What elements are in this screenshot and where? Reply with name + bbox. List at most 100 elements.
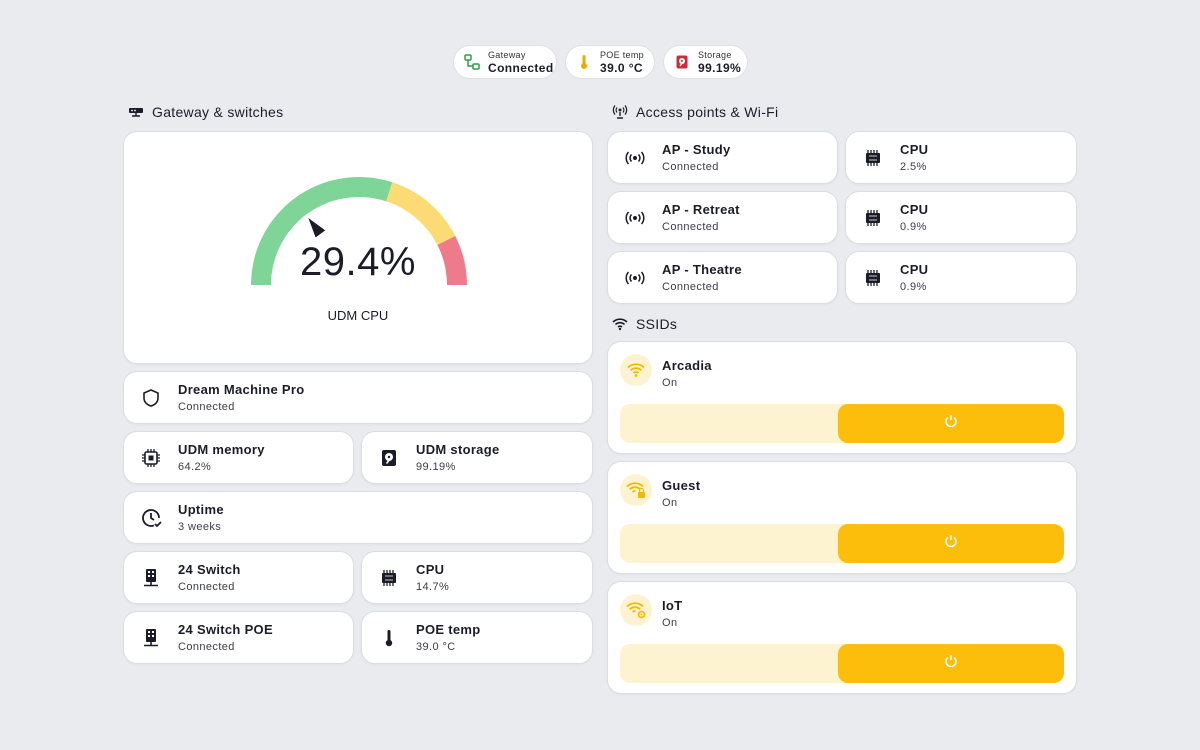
ssid-card-iot[interactable]: IoT On [607, 581, 1077, 694]
gauge-segment [386, 182, 456, 246]
poe-temp-tile[interactable]: POE temp 39.0 °C [361, 611, 593, 664]
wifi-cog-icon [620, 594, 652, 626]
tile-name: Dream Machine Pro [178, 382, 305, 397]
chip-label: Gateway [488, 49, 526, 60]
ssid-card-arcadia[interactable]: Arcadia On [607, 341, 1077, 454]
cpu-icon [862, 267, 884, 289]
access-point-icon [624, 147, 646, 169]
tile-name: CPU [900, 202, 929, 217]
ssid-name: Arcadia [662, 358, 712, 373]
ssid-card-guest[interactable]: Guest On [607, 461, 1077, 574]
section-title-text: SSIDs [636, 316, 678, 332]
access-point-icon [624, 267, 646, 289]
tile-name: CPU [900, 262, 929, 277]
tile-name: POE temp [416, 622, 481, 637]
wifi-icon [612, 316, 628, 332]
ap-retreat-tile[interactable]: AP - Retreat Connected [607, 191, 838, 244]
tile-name: CPU [416, 562, 445, 577]
ssid-name: Guest [662, 478, 701, 493]
gateway-section-title: Gateway & switches [128, 104, 283, 120]
tile-name: 24 Switch [178, 562, 241, 577]
tile-name: AP - Theatre [662, 262, 742, 277]
tile-state: Connected [662, 221, 719, 233]
udm-memory-tile[interactable]: UDM memory 64.2% [123, 431, 354, 484]
ssid-toggle[interactable] [620, 524, 1064, 563]
memory-icon [140, 447, 162, 469]
tile-state: 39.0 °C [416, 641, 456, 653]
ssid-state: On [662, 377, 678, 389]
udm-storage-tile[interactable]: UDM storage 99.19% [361, 431, 593, 484]
switch-icon [140, 627, 162, 649]
thermometer-icon [378, 627, 400, 649]
power-icon [944, 414, 958, 433]
tile-state: 14.7% [416, 581, 450, 593]
ap-study-tile[interactable]: AP - Study Connected [607, 131, 838, 184]
wifi-lock-icon [620, 474, 652, 506]
poe-temp-status-chip[interactable]: POE temp 39.0 °C [565, 45, 655, 79]
harddisk-icon [674, 54, 690, 70]
toggle-on-segment[interactable] [837, 524, 1064, 563]
tile-name: UDM storage [416, 442, 500, 457]
cpu-icon [862, 207, 884, 229]
tile-state: 0.9% [900, 281, 927, 293]
tile-state: 64.2% [178, 461, 212, 473]
tile-name: CPU [900, 142, 929, 157]
tile-state: Connected [178, 401, 235, 413]
tile-name: UDM memory [178, 442, 265, 457]
gauge-segment [251, 177, 393, 285]
storage-status-chip[interactable]: Storage 99.19% [663, 45, 748, 79]
switch-icon [140, 567, 162, 589]
ap-theatre-cpu-tile[interactable]: CPU 0.9% [845, 251, 1077, 304]
switch24-cpu-tile[interactable]: CPU 14.7% [361, 551, 593, 604]
ap-study-cpu-tile[interactable]: CPU 2.5% [845, 131, 1077, 184]
gateway-status-chip[interactable]: Gateway Connected [453, 45, 557, 79]
gauge-needle [308, 217, 326, 238]
access-point-icon [624, 207, 646, 229]
tile-name: Uptime [178, 502, 224, 517]
ap-theatre-tile[interactable]: AP - Theatre Connected [607, 251, 838, 304]
ap-retreat-cpu-tile[interactable]: CPU 0.9% [845, 191, 1077, 244]
gauge-value: 29.4% [300, 240, 416, 284]
tile-state: Connected [662, 281, 719, 293]
chip-value: 99.19% [698, 60, 742, 75]
cpu-icon [378, 567, 400, 589]
tile-name: AP - Study [662, 142, 731, 157]
tile-state: 0.9% [900, 221, 927, 233]
tile-state: 3 weeks [178, 521, 222, 533]
tile-name: 24 Switch POE [178, 622, 273, 637]
tile-state: Connected [178, 581, 235, 593]
ssid-state: On [662, 617, 678, 629]
ssid-name: IoT [662, 598, 683, 613]
cpu-icon [862, 147, 884, 169]
tile-state: Connected [662, 161, 719, 173]
tile-state: 2.5% [900, 161, 927, 173]
dream-machine-tile[interactable]: Dream Machine Pro Connected [123, 371, 593, 424]
thermometer-icon [576, 54, 592, 70]
uptime-tile[interactable]: Uptime 3 weeks [123, 491, 593, 544]
wifi-icon [620, 354, 652, 386]
power-icon [944, 654, 958, 673]
access-point-icon [612, 104, 628, 120]
power-icon [944, 534, 958, 553]
switch24poe-tile[interactable]: 24 Switch POE Connected [123, 611, 354, 664]
shield-icon [140, 387, 162, 409]
ssid-toggle[interactable] [620, 404, 1064, 443]
harddisk-icon [378, 447, 400, 469]
gauge-label: UDM CPU [327, 308, 389, 323]
tile-state: Connected [178, 641, 235, 653]
switch24-tile[interactable]: 24 Switch Connected [123, 551, 354, 604]
access-section-title: Access points & Wi-Fi [612, 104, 778, 120]
router-icon [128, 104, 144, 120]
toggle-on-segment[interactable] [837, 644, 1064, 683]
tile-name: AP - Retreat [662, 202, 740, 217]
tile-state: 99.19% [416, 461, 456, 473]
clock-check-icon [140, 507, 162, 529]
ssid-section-title: SSIDs [612, 316, 677, 332]
chip-label: POE temp [600, 49, 644, 60]
chip-value: 39.0 °C [600, 60, 643, 75]
udm-cpu-gauge-card[interactable]: 29.4% UDM CPU [123, 131, 593, 364]
toggle-on-segment[interactable] [837, 404, 1064, 443]
section-title-text: Gateway & switches [152, 104, 284, 120]
cpu-gauge [251, 177, 467, 285]
ssid-toggle[interactable] [620, 644, 1064, 683]
